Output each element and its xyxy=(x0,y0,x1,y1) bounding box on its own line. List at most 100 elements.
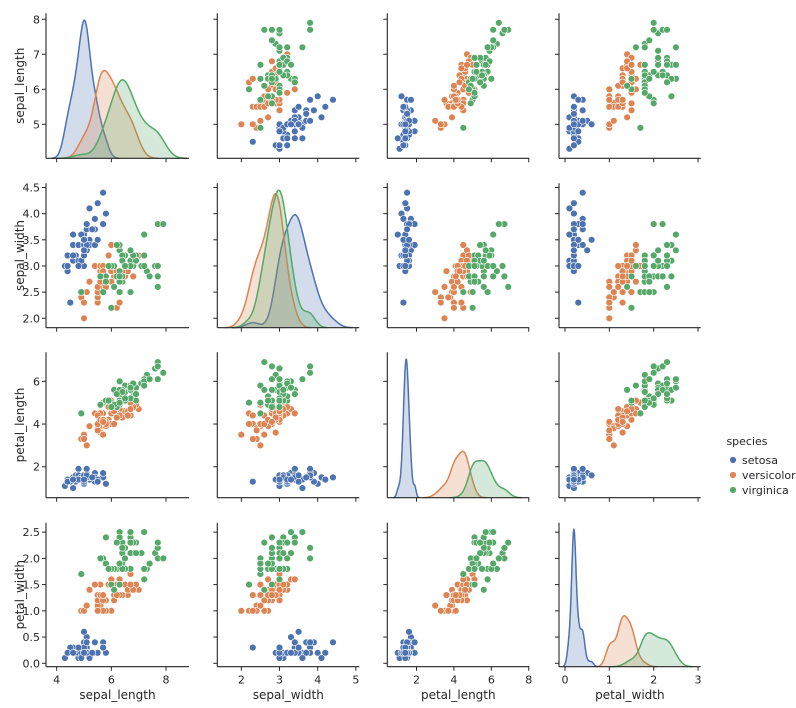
point-virginica xyxy=(487,75,495,83)
point-versicolor xyxy=(618,298,627,307)
point-versicolor xyxy=(618,96,627,104)
point-virginica xyxy=(126,288,135,296)
kde-line-virginica xyxy=(610,631,693,668)
point-versicolor xyxy=(260,607,268,615)
point-versicolor xyxy=(249,607,257,615)
point-virginica xyxy=(113,241,121,249)
point-virginica xyxy=(470,278,479,286)
point-setosa xyxy=(294,643,303,652)
point-versicolor xyxy=(605,418,613,426)
point-setosa xyxy=(298,134,307,143)
point-versicolor xyxy=(275,586,284,594)
point-virginica xyxy=(641,43,649,51)
point-virginica xyxy=(260,538,268,547)
y-tick-label: 5 xyxy=(33,118,40,131)
point-setosa xyxy=(570,209,578,218)
point-setosa xyxy=(74,465,83,473)
point-setosa xyxy=(570,103,578,111)
point-virginica xyxy=(472,554,481,563)
point-setosa xyxy=(287,633,295,641)
point-setosa xyxy=(302,649,310,657)
point-versicolor xyxy=(610,117,618,125)
point-virginica xyxy=(298,43,307,51)
point-virginica xyxy=(275,375,284,383)
point-versicolor xyxy=(104,251,113,260)
point-setosa xyxy=(306,96,314,104)
point-versicolor xyxy=(80,314,88,322)
point-virginica xyxy=(470,262,479,270)
point-virginica xyxy=(256,75,265,83)
point-virginica xyxy=(145,375,154,383)
point-virginica xyxy=(645,288,653,296)
point-virginica xyxy=(663,379,671,388)
y-tick-label: 4 xyxy=(33,418,40,431)
point-setosa xyxy=(99,220,107,228)
point-virginica xyxy=(132,549,140,557)
point-setosa xyxy=(249,478,257,486)
point-virginica xyxy=(287,549,295,557)
point-setosa xyxy=(403,189,411,197)
y-tick-label: 0.5 xyxy=(23,631,41,644)
x-tick-label: 6 xyxy=(488,674,495,687)
point-versicolor xyxy=(99,431,107,439)
point-setosa xyxy=(80,649,88,657)
point-virginica xyxy=(500,272,509,281)
point-setosa xyxy=(88,649,96,657)
panel-petal_length-vs-petal_width xyxy=(555,352,701,502)
point-setosa xyxy=(321,649,329,657)
point-setosa xyxy=(401,649,409,657)
point-virginica xyxy=(468,304,477,312)
point-virginica xyxy=(623,82,631,90)
point-virginica xyxy=(672,61,680,69)
point-virginica xyxy=(121,554,129,563)
point-setosa xyxy=(310,106,318,115)
point-versicolor xyxy=(610,288,618,296)
point-setosa xyxy=(80,475,88,484)
point-setosa xyxy=(275,141,284,150)
point-virginica xyxy=(126,384,135,392)
point-setosa xyxy=(82,638,91,646)
point-setosa xyxy=(291,638,299,646)
point-virginica xyxy=(126,528,135,536)
point-virginica xyxy=(654,390,662,398)
y-tick-label: 3.0 xyxy=(23,260,41,273)
point-versicolor xyxy=(444,293,452,302)
x-tick-label: 2 xyxy=(238,674,245,687)
point-versicolor xyxy=(275,596,284,604)
point-virginica xyxy=(465,85,473,94)
point-virginica xyxy=(110,283,118,291)
point-virginica xyxy=(654,54,662,62)
point-virginica xyxy=(268,533,276,542)
point-versicolor xyxy=(93,607,102,615)
panel-sepal_length-vs-petal_width xyxy=(555,13,701,163)
point-virginica xyxy=(636,124,645,132)
point-virginica xyxy=(641,388,649,396)
point-setosa xyxy=(91,638,99,646)
point-virginica xyxy=(649,68,658,76)
point-versicolor xyxy=(440,96,449,104)
point-virginica xyxy=(268,99,276,108)
point-virginica xyxy=(260,26,268,34)
point-setosa xyxy=(294,120,303,129)
legend-marker-setosa xyxy=(729,456,737,464)
point-versicolor xyxy=(85,278,94,286)
point-versicolor xyxy=(91,580,99,589)
kde-fill-versicolor xyxy=(61,70,159,159)
point-virginica xyxy=(658,272,667,281)
point-setosa xyxy=(394,230,402,239)
point-virginica xyxy=(663,251,671,260)
point-virginica xyxy=(145,272,154,281)
point-setosa xyxy=(99,189,107,197)
point-virginica xyxy=(649,19,658,27)
point-setosa xyxy=(570,110,578,118)
point-virginica xyxy=(480,586,488,594)
point-virginica xyxy=(154,272,162,281)
point-virginica xyxy=(256,96,265,104)
point-versicolor xyxy=(237,607,246,615)
point-setosa xyxy=(565,230,574,239)
kde-fill-versicolor xyxy=(224,193,312,328)
point-setosa xyxy=(574,127,582,136)
point-virginica xyxy=(256,409,265,418)
point-virginica xyxy=(645,36,653,44)
point-versicolor xyxy=(115,298,124,307)
